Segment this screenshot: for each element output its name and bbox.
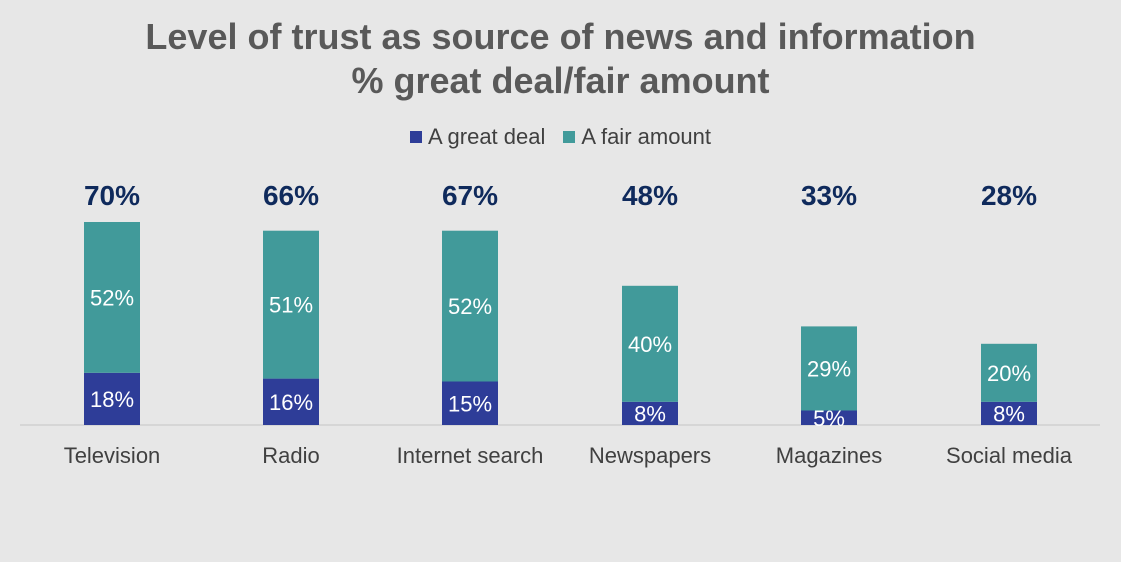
total-label-social-media: 28% (981, 180, 1037, 211)
legend-swatch-fair-amount (563, 131, 576, 143)
total-label-television: 70% (84, 180, 140, 211)
bar-great-deal-internet-search (442, 381, 498, 425)
chart-subtitle: % great deal/fair amount (351, 60, 770, 101)
legend-label-great-deal: A great deal (427, 124, 546, 149)
data-label-fair-amount-radio: 51% (269, 293, 313, 318)
chart-title: Level of trust as source of news and inf… (145, 16, 976, 57)
bar-fair-amount-television (84, 222, 140, 373)
bar-great-deal-television (84, 372, 140, 425)
bar-fair-amount-internet-search (442, 230, 498, 382)
legend-label-fair-amount: A fair amount (581, 124, 712, 149)
category-label-magazines: Magazines (776, 443, 882, 468)
legend-swatch-great-deal (409, 131, 422, 143)
data-label-fair-amount-social-media: 20% (987, 361, 1031, 386)
bar-great-deal-magazines (801, 410, 857, 425)
data-label-great-deal-radio: 16% (269, 390, 313, 415)
data-label-great-deal-newspapers: 8% (634, 401, 666, 426)
total-label-radio: 66% (263, 180, 319, 211)
bar-fair-amount-radio (263, 230, 319, 379)
category-label-newspapers: Newspapers (589, 443, 711, 468)
bar-fair-amount-social-media (981, 343, 1037, 402)
data-label-fair-amount-television: 52% (90, 285, 134, 310)
category-label-radio: Radio (262, 443, 319, 468)
total-label-magazines: 33% (801, 180, 857, 211)
data-label-fair-amount-internet-search: 52% (448, 294, 492, 319)
data-label-great-deal-internet-search: 15% (448, 391, 492, 416)
bar-great-deal-radio (263, 378, 319, 425)
total-label-newspapers: 48% (622, 180, 678, 211)
data-label-great-deal-television: 18% (90, 387, 134, 412)
total-label-internet-search: 67% (442, 180, 498, 211)
bar-fair-amount-magazines (801, 326, 857, 411)
data-label-fair-amount-newspapers: 40% (628, 332, 672, 357)
legend-item-fair-amount: A fair amount (563, 124, 711, 150)
data-label-fair-amount-magazines: 29% (807, 356, 851, 381)
bar-fair-amount-newspapers (622, 285, 678, 402)
category-label-social-media: Social media (946, 443, 1073, 468)
category-label-television: Television (64, 443, 161, 468)
legend-item-great-deal: A great deal (409, 124, 546, 150)
bar-great-deal-social-media (981, 401, 1037, 425)
legend: A great deal A fair amount (0, 124, 1121, 150)
bar-great-deal-newspapers (622, 401, 678, 425)
category-label-internet-search: Internet search (397, 443, 544, 468)
data-label-great-deal-social-media: 8% (993, 401, 1025, 426)
